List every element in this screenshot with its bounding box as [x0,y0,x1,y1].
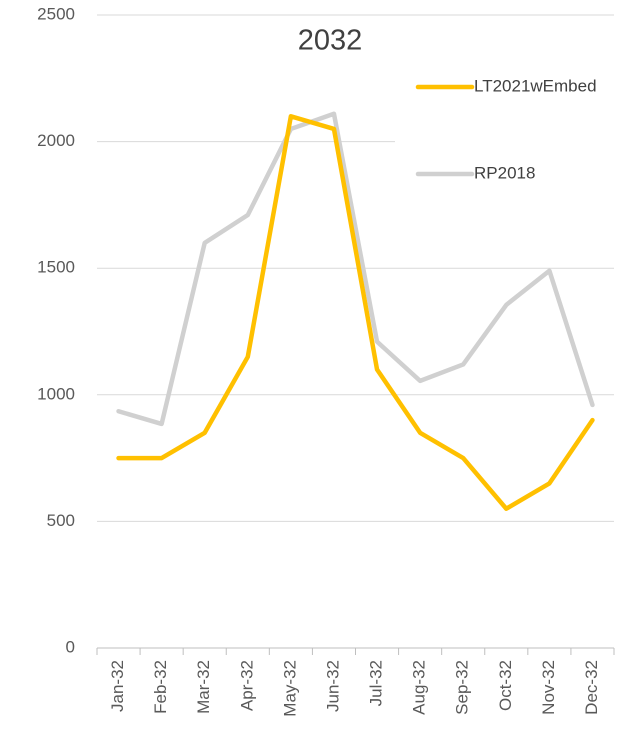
x-tick-label: Mar-32 [194,660,213,714]
chart-title: 2032 [298,25,363,57]
x-tick-label: Jun-32 [323,660,342,712]
x-tick-label: Sep-32 [453,660,472,715]
series-line [116,111,595,427]
x-tick-label: Oct-32 [496,660,515,711]
x-tick-label: Nov-32 [539,660,558,715]
legend-label: LT2021wEmbed [474,76,597,95]
x-tick-label: May-32 [280,660,299,717]
x-tick-label: Apr-32 [237,660,256,711]
x-tick-label: Feb-32 [151,660,170,714]
y-tick-label: 1000 [37,384,75,403]
x-tick-label: Dec-32 [582,660,601,715]
series-line [116,114,595,511]
x-tick-label: Jul-32 [367,660,386,706]
y-tick-label: 2000 [37,131,75,150]
x-tick-label: Aug-32 [410,660,429,715]
y-tick-label: 0 [66,637,75,656]
y-tick-label: 1500 [37,258,75,277]
legend-label: RP2018 [474,163,535,182]
y-tick-label: 500 [47,511,75,530]
y-tick-label: 2500 [37,4,75,23]
x-tick-label: Jan-32 [108,660,127,712]
